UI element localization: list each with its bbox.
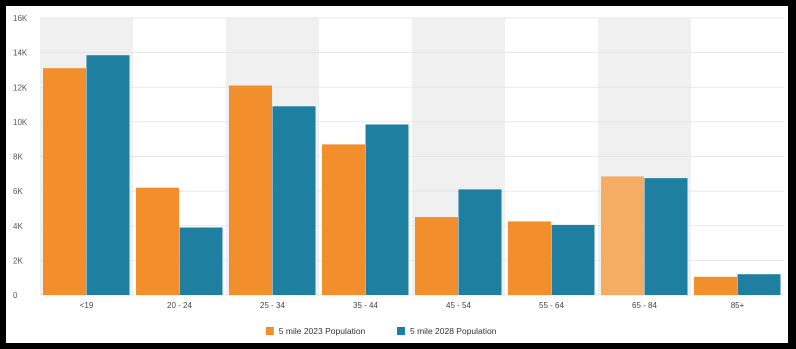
y-tick-label: 10K bbox=[13, 118, 28, 127]
chart-frame: 0 2K 4K 6K 8K 10K 12K 14K 16K <19 20 - 24 25 - 34 3… bbox=[6, 6, 788, 343]
bar-2023-7[interactable] bbox=[694, 276, 737, 295]
legend-label[interactable]: 5 mile 2023 Population bbox=[279, 326, 366, 336]
bar-2023-1[interactable] bbox=[136, 187, 179, 295]
bar-chart: 0 2K 4K 6K 8K 10K 12K 14K 16K <19 20 - 24 25 - 34 3… bbox=[13, 14, 784, 336]
x-tick-label: 20 - 24 bbox=[167, 301, 192, 310]
legend-label[interactable]: 5 mile 2028 Population bbox=[410, 326, 497, 336]
bar-2028-1[interactable] bbox=[179, 227, 223, 295]
bar-2028-7[interactable] bbox=[737, 274, 781, 295]
x-tick-label: 35 - 44 bbox=[353, 301, 378, 310]
x-axis-labels: <19 20 - 24 25 - 34 35 - 44 45 - 54 55 - 64 65… bbox=[80, 301, 745, 310]
y-tick-label: 6K bbox=[13, 187, 23, 196]
bar-2028-6[interactable] bbox=[644, 178, 688, 295]
legend-swatch[interactable] bbox=[265, 327, 274, 335]
x-tick-label: 55 - 64 bbox=[539, 301, 564, 310]
bars bbox=[43, 55, 781, 295]
x-tick-label: 85+ bbox=[731, 301, 745, 310]
x-tick-label: 65 - 84 bbox=[632, 301, 657, 310]
x-tick-label: <19 bbox=[80, 301, 94, 310]
y-tick-label: 12K bbox=[13, 83, 28, 92]
bar-2028-3[interactable] bbox=[365, 124, 409, 295]
y-axis-ticks: 0 2K 4K 6K 8K 10K 12K 14K 16K bbox=[13, 14, 28, 300]
y-tick-label: 2K bbox=[13, 256, 23, 265]
bar-2023-2[interactable] bbox=[229, 85, 272, 295]
bar-2028-4[interactable] bbox=[458, 189, 502, 295]
bar-2023-5[interactable] bbox=[508, 221, 551, 295]
y-tick-label: 4K bbox=[13, 222, 23, 231]
bar-2028-5[interactable] bbox=[551, 224, 595, 295]
bar-2023-0[interactable] bbox=[43, 68, 86, 295]
bar-2028-0[interactable] bbox=[86, 55, 130, 295]
x-tick-label: 25 - 34 bbox=[260, 301, 285, 310]
y-tick-label: 16K bbox=[13, 14, 28, 23]
legend-swatch[interactable] bbox=[397, 327, 405, 335]
bar-2028-2[interactable] bbox=[272, 106, 316, 295]
bar-2023-3[interactable] bbox=[322, 144, 365, 295]
bar-2023-4[interactable] bbox=[415, 217, 458, 295]
y-tick-label: 8K bbox=[13, 153, 23, 162]
bar-2023-6[interactable] bbox=[601, 176, 644, 295]
y-tick-label: 0 bbox=[13, 291, 18, 300]
legend: 5 mile 2023 Population 5 mile 2028 Popula… bbox=[265, 326, 497, 336]
x-tick-label: 45 - 54 bbox=[446, 301, 471, 310]
y-tick-label: 14K bbox=[13, 49, 28, 58]
